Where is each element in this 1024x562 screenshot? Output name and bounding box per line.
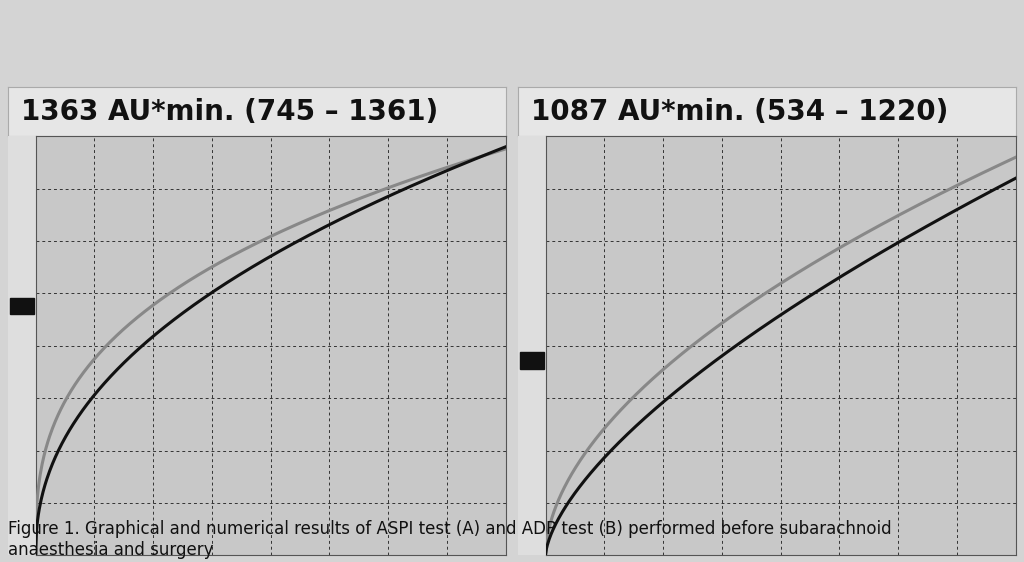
Text: 1363 AU*min. (745 – 1361): 1363 AU*min. (745 – 1361) [20, 98, 438, 126]
Bar [519, 352, 544, 369]
Text: Figure 1. Graphical and numerical results of ASPI test (A) and ADP test (B) perf: Figure 1. Graphical and numerical result… [8, 520, 892, 559]
Bar [9, 297, 34, 314]
Text: 1087 AU*min. (534 – 1220): 1087 AU*min. (534 – 1220) [530, 98, 948, 126]
